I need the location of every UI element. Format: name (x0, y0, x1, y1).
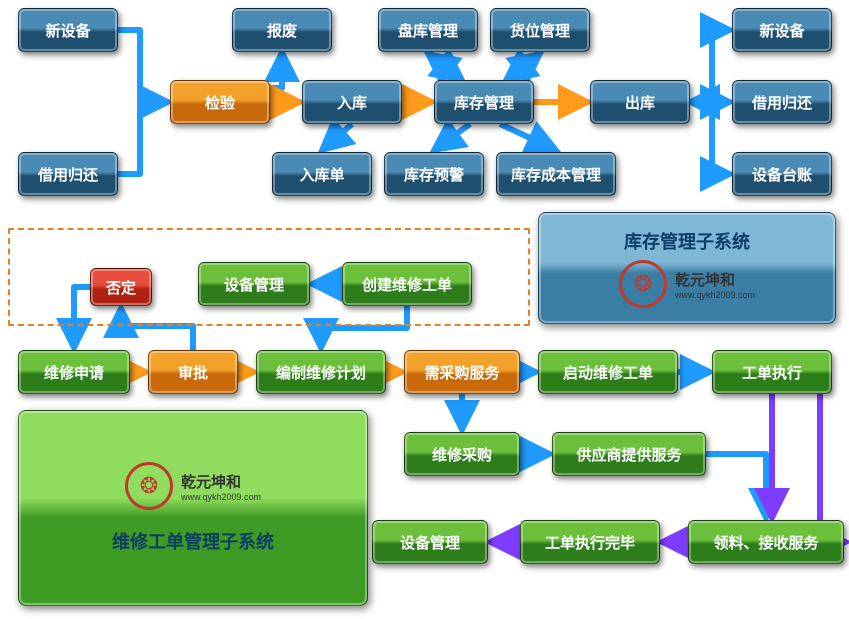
node-location-mgmt: 货位管理 (490, 8, 590, 52)
logo-sub: www.qykh2009.com (181, 492, 261, 502)
node-approve: 审批 (148, 350, 238, 394)
arrow-new-dev-1-inspect (118, 30, 168, 102)
arrow-inventory-mgmt-inventory-cost (500, 124, 556, 150)
node-inspect: 检验 (170, 80, 270, 124)
node-borrow-return-1: 借用归还 (18, 152, 118, 196)
node-device-mgmt-1: 设备管理 (198, 262, 310, 306)
arrow-inventory-mgmt-location-mgmt (506, 54, 540, 80)
node-start-order: 启动维修工单 (538, 350, 678, 394)
node-inventory-mgmt: 库存管理 (434, 80, 534, 124)
arrow-borrow-return-1-inspect (118, 102, 168, 174)
node-make-plan: 编制维修计划 (256, 350, 386, 394)
node-pick-receive: 领料、接收服务 (688, 520, 844, 564)
node-in-stock: 入库 (302, 80, 402, 124)
node-repair-purchase: 维修采购 (404, 432, 520, 476)
node-supplier-service: 供应商提供服务 (552, 432, 706, 476)
arrow-inventory-mgmt-inventory-warn (434, 124, 470, 150)
panel-panel-workorder: ❂ 乾元坤和www.qykh2009.com 维修工单管理子系统 (18, 410, 368, 606)
arrow-inspect-scrap (270, 52, 282, 88)
node-borrow-return-2: 借用归还 (732, 80, 832, 124)
node-in-stock-sheet: 入库单 (272, 152, 372, 196)
node-inventory-warn: 库存预警 (384, 152, 484, 196)
node-device-ledger: 设备台账 (732, 152, 832, 196)
logo-text: 乾元坤和www.qykh2009.com (181, 471, 261, 502)
flowchart-stage: 库存管理子系统❂乾元坤和www.qykh2009.com❂乾元坤和www.qyk… (0, 0, 849, 619)
node-order-done: 工单执行完毕 (520, 520, 660, 564)
panel-title: 维修工单管理子系统 (112, 528, 274, 554)
node-create-order: 创建维修工单 (342, 262, 472, 306)
logo-sub: www.qykh2009.com (675, 290, 755, 300)
node-new-dev-2: 新设备 (732, 8, 832, 52)
logo-row: ❂ 乾元坤和www.qykh2009.com (125, 462, 261, 510)
logo-icon: ❂ (125, 462, 173, 510)
arrow-in-stock-in-stock-sheet (322, 124, 352, 150)
node-out-stock: 出库 (590, 80, 690, 124)
logo-icon: ❂ (619, 260, 667, 308)
node-deny: 否定 (90, 268, 152, 306)
node-new-dev-1: 新设备 (18, 8, 118, 52)
node-inventory-cost: 库存成本管理 (496, 152, 616, 196)
logo-text: 乾元坤和www.qykh2009.com (675, 269, 755, 300)
logo-main: 乾元坤和 (181, 471, 241, 492)
arrow-out-stock-new-dev-2 (690, 30, 730, 102)
logo-row: ❂ 乾元坤和www.qykh2009.com (619, 260, 755, 308)
panel-title: 库存管理子系统 (624, 228, 750, 254)
node-stocktake: 盘库管理 (378, 8, 478, 52)
arrow-inventory-mgmt-stocktake (428, 54, 462, 80)
node-need-purchase: 需采购服务 (404, 350, 520, 394)
node-device-mgmt-2: 设备管理 (372, 520, 488, 564)
arrow-out-stock-device-ledger (690, 102, 730, 174)
node-order-exec: 工单执行 (712, 350, 832, 394)
node-repair-apply: 维修申请 (18, 350, 130, 394)
panel-panel-inventory: 库存管理子系统 ❂ 乾元坤和www.qykh2009.com (538, 212, 836, 324)
node-scrap: 报废 (232, 8, 332, 52)
arrow-supplier-service-pick-receive (706, 454, 766, 518)
logo-main: 乾元坤和 (675, 269, 735, 290)
